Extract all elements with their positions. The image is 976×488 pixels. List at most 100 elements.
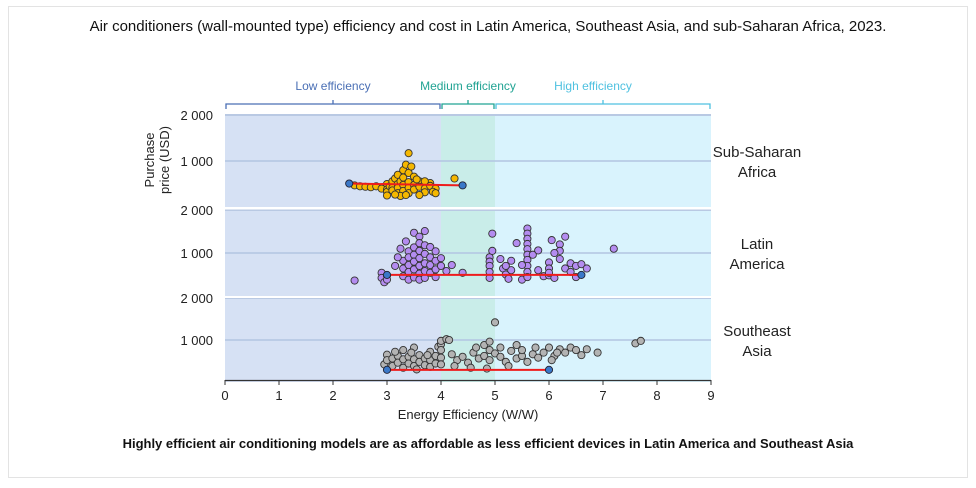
region-label-0: Sub-Saharan (713, 144, 801, 161)
data-point (544, 343, 554, 352)
data-point (423, 351, 432, 360)
trend-start-point (382, 365, 392, 374)
data-point (577, 351, 586, 360)
data-point (528, 250, 537, 259)
data-point (561, 232, 570, 241)
data-point (426, 260, 435, 270)
data-point (436, 346, 446, 355)
data-point (488, 229, 497, 238)
data-point (391, 190, 400, 199)
data-point (436, 261, 446, 270)
data-point (447, 260, 456, 270)
x-tick-label: 8 (653, 388, 660, 403)
band-bracket-0 (225, 100, 441, 109)
data-point (609, 244, 618, 253)
y-tick-label: 2 000 (180, 203, 213, 218)
data-point (507, 266, 516, 275)
data-point (450, 361, 459, 371)
data-point (409, 228, 419, 237)
data-point (582, 264, 591, 273)
data-point (496, 254, 505, 264)
x-tick-label: 7 (599, 388, 606, 403)
data-point (426, 242, 435, 252)
data-point (458, 352, 467, 361)
data-point (496, 352, 505, 361)
band-label-1: Medium efficiency (420, 79, 516, 93)
x-tick-label: 0 (221, 388, 228, 403)
data-point (504, 361, 513, 371)
data-point (415, 190, 424, 200)
figure-caption: Highly efficient air conditioning models… (122, 436, 854, 451)
y-tick-label: 2 000 (180, 108, 213, 123)
trend-start-point (345, 179, 354, 188)
trend-line (349, 182, 463, 187)
trend-end-point (458, 181, 467, 190)
data-point (415, 254, 424, 263)
band-bracket-2 (495, 100, 711, 109)
data-point (490, 318, 500, 327)
region-label-1: Latin (741, 236, 774, 253)
data-point (561, 348, 570, 357)
y-axis-title-line1: Purchase (142, 133, 157, 188)
y-axis-title-line2: price (USD) (157, 126, 172, 194)
trend-start-point (382, 270, 392, 279)
data-point (442, 267, 451, 276)
data-point (401, 237, 410, 246)
data-point (401, 190, 410, 200)
data-point (593, 348, 602, 357)
data-point (436, 360, 446, 369)
x-tick-label: 9 (707, 388, 714, 403)
data-point (517, 260, 527, 270)
data-point (485, 356, 494, 365)
data-point (488, 246, 497, 255)
data-point (480, 351, 489, 361)
data-point (504, 274, 513, 283)
data-point (555, 254, 564, 264)
data-point (577, 260, 586, 269)
data-point (512, 340, 521, 350)
data-point (431, 189, 440, 198)
x-axis-title: Energy Efficiency (W/W) (398, 407, 539, 422)
figure-title: Air conditioners (wall-mounted type) eff… (89, 18, 887, 35)
data-point (501, 261, 510, 270)
y-tick-label: 1 000 (180, 246, 213, 261)
data-point (571, 346, 581, 355)
y-tick-label: 2 000 (180, 291, 213, 306)
data-point (550, 248, 559, 258)
data-point (404, 149, 413, 158)
data-point (523, 357, 532, 366)
region-label-0: Africa (738, 164, 777, 181)
data-point (512, 239, 521, 248)
data-point (420, 227, 429, 236)
data-point (547, 236, 556, 245)
data-point (399, 346, 408, 355)
data-point (391, 347, 400, 356)
data-point (534, 266, 543, 275)
trend-end-point (577, 270, 586, 279)
data-point (472, 343, 481, 352)
region-label-2: Asia (742, 343, 772, 360)
data-point (382, 191, 392, 200)
data-point (553, 348, 562, 357)
x-tick-label: 5 (491, 388, 498, 403)
data-point (396, 244, 405, 253)
data-point (582, 345, 591, 354)
data-point (534, 246, 543, 255)
data-point (391, 261, 400, 270)
data-point (350, 276, 359, 285)
data-point (531, 343, 540, 352)
data-point (407, 348, 416, 357)
data-point (507, 346, 516, 355)
data-point (547, 356, 556, 365)
data-point (412, 175, 421, 184)
data-point (534, 353, 543, 362)
x-tick-label: 3 (383, 388, 390, 403)
band-label-2: High efficiency (554, 79, 632, 93)
data-point (436, 254, 446, 263)
data-point (517, 346, 527, 355)
region-label-1: America (729, 256, 785, 273)
data-point (539, 348, 548, 357)
x-tick-label: 6 (545, 388, 552, 403)
band-label-0: Low efficiency (295, 79, 370, 93)
